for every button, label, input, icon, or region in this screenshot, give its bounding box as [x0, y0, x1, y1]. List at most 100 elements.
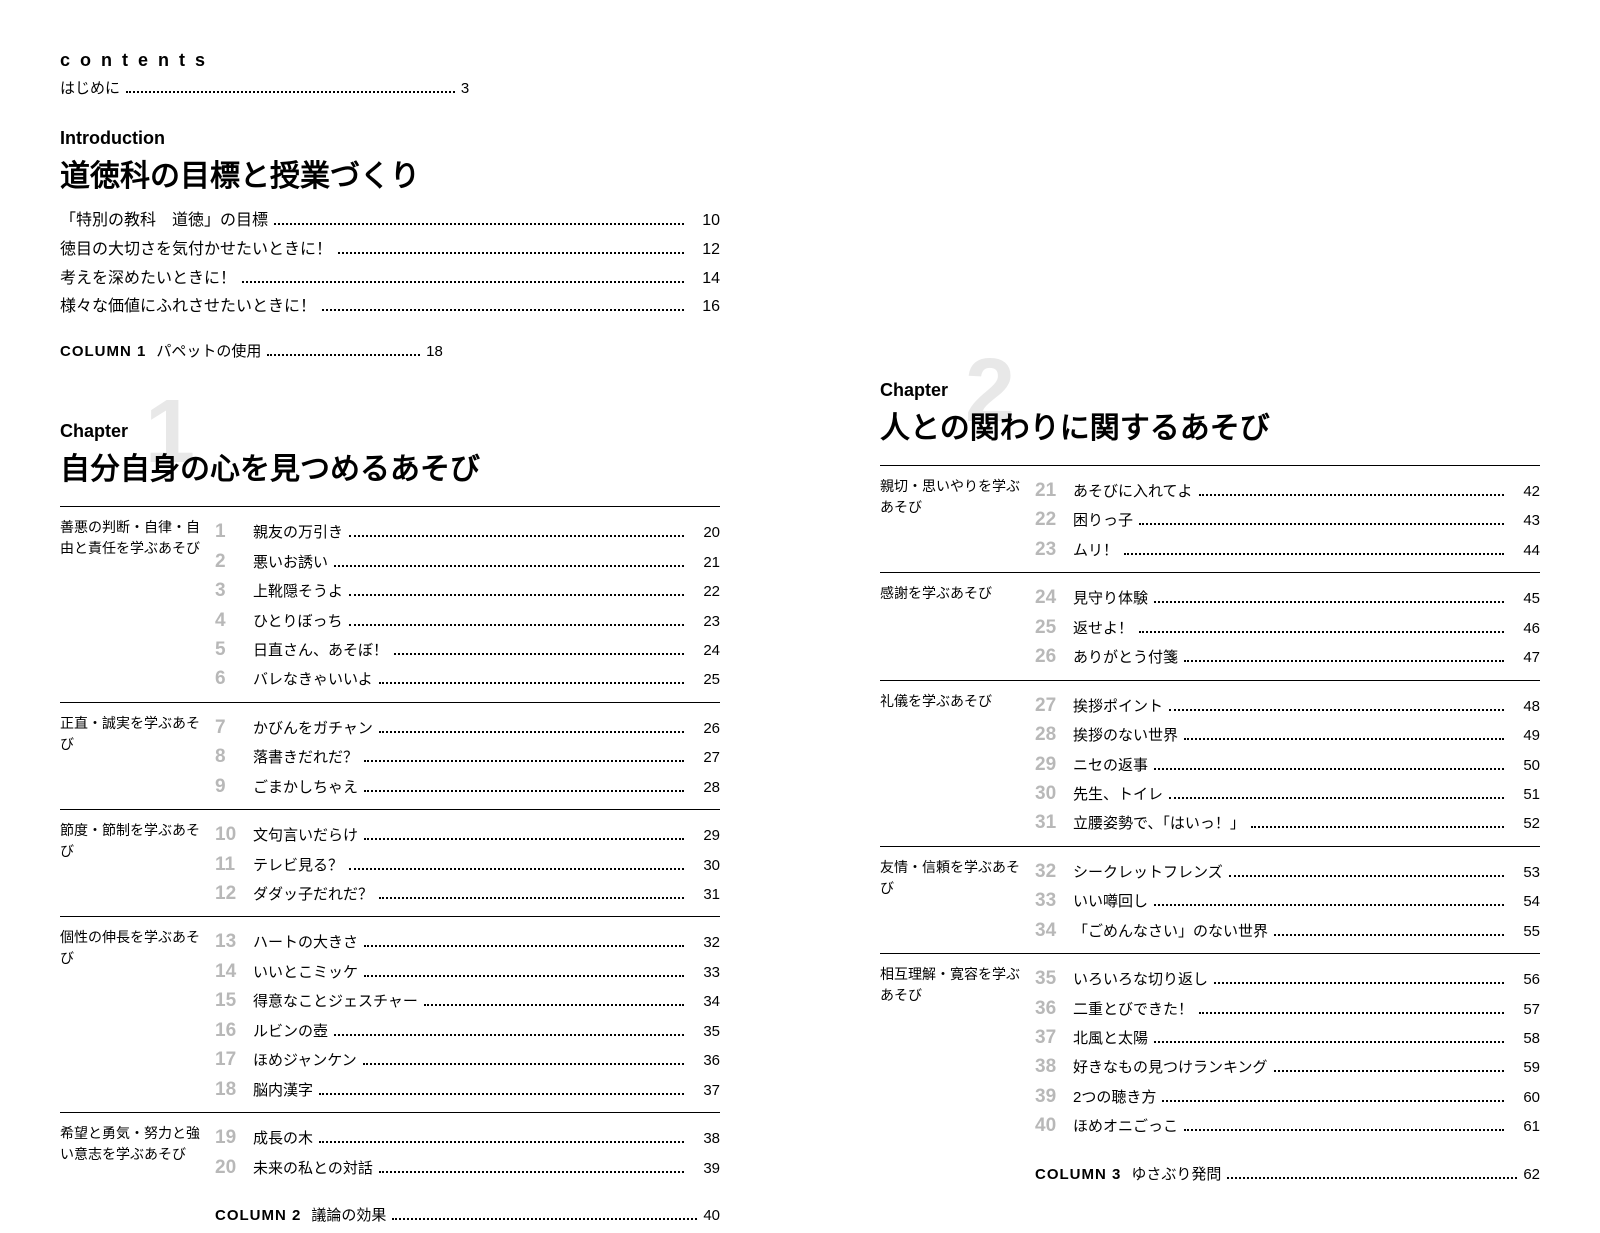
toc-item-page: 42	[1510, 480, 1540, 503]
leader-dots	[379, 682, 684, 684]
toc-item-title: 得意なことジェスチャー	[253, 990, 418, 1013]
toc-item-title: 先生、トイレ	[1073, 783, 1163, 806]
toc-item: 36二重とびできた！57	[1035, 994, 1540, 1023]
toc-item-num: 21	[1035, 476, 1073, 505]
toc-items: 21あそびに入れてよ4222困りっ子4323ムリ！44	[1035, 476, 1540, 564]
toc-item-title: ムリ！	[1073, 539, 1118, 562]
toc-item-num: 25	[1035, 613, 1073, 642]
leader-dots	[1169, 797, 1504, 799]
leader-dots	[1227, 1177, 1517, 1179]
toc-item-page: 61	[1510, 1115, 1540, 1138]
toc-category: 相互理解・寛容を学ぶあそび	[880, 964, 1035, 1141]
column-label: COLUMN 2	[215, 1207, 301, 1224]
toc-item-num: 9	[215, 772, 253, 801]
toc-category: 友情・信頼を学ぶあそび	[880, 857, 1035, 945]
toc-item-num: 23	[1035, 535, 1073, 564]
toc-section: 礼儀を学ぶあそび27挨拶ポイント4828挨拶のない世界4929ニセの返事5030…	[880, 680, 1540, 846]
toc-item: 23ムリ！44	[1035, 535, 1540, 564]
intro-row-label: 様々な価値にふれさせたいときに！	[60, 293, 316, 322]
toc-item-page: 50	[1510, 754, 1540, 777]
toc-items: 1親友の万引き202悪いお誘い213上靴隠そうよ224ひとりぼっち235日直さん…	[215, 517, 720, 694]
toc-item-page: 34	[690, 990, 720, 1013]
toc-item-title: いいとこミッケ	[253, 961, 358, 984]
column-section: COLUMN 2議論の効果40	[60, 1190, 720, 1233]
toc-item-title: ほめオニごっこ	[1073, 1115, 1178, 1138]
toc-item-page: 49	[1510, 724, 1540, 747]
toc-item-title: 脳内漢字	[253, 1079, 313, 1102]
toc-category: 節度・節制を学ぶあそび	[60, 820, 215, 908]
toc-item-num: 2	[215, 547, 253, 576]
toc-item-num: 15	[215, 986, 253, 1015]
toc-item: 38好きなもの見つけランキング59	[1035, 1052, 1540, 1081]
toc-item-num: 3	[215, 576, 253, 605]
chapter1-title: 自分自身の心を見つめるあそび	[60, 444, 720, 488]
toc-item-title: 挨拶ポイント	[1073, 695, 1163, 718]
leader-dots	[274, 223, 684, 225]
toc-item-title: 親友の万引き	[253, 521, 343, 544]
column-wrap: COLUMN 2議論の効果40	[215, 1192, 720, 1225]
toc-item-num: 18	[215, 1075, 253, 1104]
toc-item-title: テレビ見る？	[253, 854, 343, 877]
toc-item-page: 31	[690, 883, 720, 906]
toc-item: 37北風と太陽58	[1035, 1023, 1540, 1052]
leader-dots	[1184, 660, 1504, 662]
toc-item-page: 26	[690, 717, 720, 740]
intro-label: Introduction	[60, 128, 720, 149]
leader-dots	[1154, 601, 1504, 603]
toc-item-page: 54	[1510, 890, 1540, 913]
column-page: 40	[703, 1207, 720, 1224]
toc-item-num: 13	[215, 927, 253, 956]
intro-row: 考えを深めたいときに！14	[60, 265, 720, 294]
toc-item-title: いろいろな切り返し	[1073, 968, 1208, 991]
leader-dots	[1139, 523, 1504, 525]
intro-row-page: 10	[690, 207, 720, 236]
column1-page: 18	[426, 343, 443, 360]
leader-dots	[334, 565, 684, 567]
toc-item: 27挨拶ポイント48	[1035, 691, 1540, 720]
toc-item-page: 24	[690, 639, 720, 662]
leader-dots	[379, 897, 684, 899]
toc-item: 2悪いお誘い21	[215, 547, 720, 576]
toc-item-title: 見守り体験	[1073, 587, 1148, 610]
toc-item-title: ひとりぼっち	[253, 610, 343, 633]
leader-dots	[392, 1218, 697, 1220]
toc-item: 9ごまかしちゃえ28	[215, 772, 720, 801]
toc-item-page: 29	[690, 824, 720, 847]
toc-section: 希望と勇気・努力と強い意志を学ぶあそび19成長の木3820未来の私との対話39	[60, 1112, 720, 1190]
toc-section: 節度・節制を学ぶあそび10文句言いだらけ2911テレビ見る？3012ダダッ子だれ…	[60, 809, 720, 916]
toc-item-num: 34	[1035, 916, 1073, 945]
column-wrap: COLUMN 3ゆさぶり発問62	[1035, 1151, 1540, 1184]
leader-dots	[1184, 738, 1504, 740]
leader-dots	[1184, 1129, 1504, 1131]
toc-item-page: 51	[1510, 783, 1540, 806]
toc-item: 1親友の万引き20	[215, 517, 720, 546]
contents-label: contents	[60, 50, 720, 71]
toc-section: 個性の伸長を学ぶあそび13ハートの大きさ3214いいとこミッケ3315得意なこと…	[60, 916, 720, 1112]
toc-item-num: 33	[1035, 886, 1073, 915]
leader-dots	[364, 760, 684, 762]
column-title: ゆさぶり発問	[1131, 1163, 1221, 1184]
toc-item-page: 22	[690, 580, 720, 603]
spacer	[60, 1192, 215, 1225]
intro-row-label: 考えを深めたいときに！	[60, 265, 236, 294]
toc-item-title: ほめジャンケン	[253, 1049, 357, 1072]
toc-item-title: 北風と太陽	[1073, 1027, 1148, 1050]
toc-item: 29ニセの返事50	[1035, 750, 1540, 779]
leader-dots	[379, 1171, 684, 1173]
toc-item: 22困りっ子43	[1035, 505, 1540, 534]
toc-item-title: 未来の私との対話	[253, 1157, 373, 1180]
chapter1-label: Chapter	[60, 421, 720, 442]
toc-category: 希望と勇気・努力と強い意志を学ぶあそび	[60, 1123, 215, 1182]
leader-dots	[364, 945, 684, 947]
column-page: 62	[1523, 1166, 1540, 1183]
chapter1-sections: 善悪の判断・自律・自由と責任を学ぶあそび1親友の万引き202悪いお誘い213上靴…	[60, 506, 720, 1233]
leader-dots	[424, 1004, 684, 1006]
toc-item-page: 59	[1510, 1056, 1540, 1079]
toc-item: 24見守り体験45	[1035, 583, 1540, 612]
toc-item-page: 21	[690, 551, 720, 574]
leader-dots	[364, 838, 684, 840]
leader-dots	[1154, 1041, 1504, 1043]
intro-row-label: 「特別の教科 道徳」の目標	[60, 207, 268, 236]
leader-dots	[1199, 1012, 1504, 1014]
toc-item: 28挨拶のない世界49	[1035, 720, 1540, 749]
